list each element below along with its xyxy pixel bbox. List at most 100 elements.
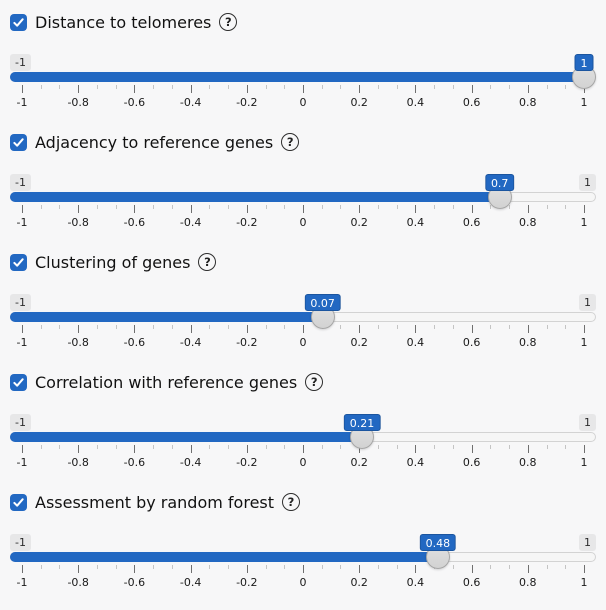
checkbox-checked[interactable] <box>10 373 27 391</box>
slider-header: Clustering of genes ? <box>10 250 596 272</box>
axis-tick-label: -0.4 <box>179 456 202 469</box>
slider-axis-grid: -1 -0.8 -0.6 -0.4 -0.2 0 0.2 0.4 0.6 0.8 1 <box>17 325 588 355</box>
axis-minor-tick <box>59 325 61 329</box>
axis-tick-label: 0.2 <box>350 576 368 589</box>
help-icon[interactable]: ? <box>305 373 324 391</box>
slider-track[interactable] <box>10 552 596 562</box>
axis-minor-tick <box>377 325 379 329</box>
checkbox-checked[interactable] <box>10 133 27 151</box>
axis-major-tick <box>415 205 417 213</box>
axis-major-tick <box>471 445 473 453</box>
slider-title[interactable]: Correlation with reference genes <box>35 372 298 392</box>
slider-track[interactable] <box>10 432 596 442</box>
axis-major-tick <box>527 85 529 93</box>
axis-minor-tick <box>209 205 211 209</box>
axis-tick-label: -0.4 <box>179 576 202 589</box>
axis-minor-tick <box>321 85 323 89</box>
axis-minor-tick <box>546 325 548 329</box>
axis-major-tick <box>78 445 80 453</box>
checkbox-checked[interactable] <box>10 493 27 511</box>
axis-minor-tick <box>115 205 117 209</box>
axis-minor-tick <box>59 205 61 209</box>
axis-tick-label: 0 <box>299 216 307 229</box>
checkmark-icon <box>13 497 24 507</box>
axis-tick-label: -0.6 <box>123 456 146 469</box>
axis-major-tick <box>584 85 585 93</box>
axis-tick-label: -0.8 <box>67 576 89 589</box>
axis-major-tick <box>246 445 248 453</box>
axis-major-tick <box>190 85 192 93</box>
axis-minor-tick <box>153 565 155 569</box>
axis-tick-label: 0.4 <box>406 456 425 469</box>
axis-minor-tick <box>153 445 155 449</box>
axis-major-tick <box>22 325 23 333</box>
axis-major-tick <box>471 85 473 93</box>
help-icon[interactable]: ? <box>198 253 217 271</box>
axis-minor-tick <box>509 565 511 569</box>
axis-minor-tick <box>396 205 398 209</box>
axis-minor-tick <box>509 85 511 89</box>
axis-minor-tick <box>59 85 61 89</box>
slider-title[interactable]: Assessment by random forest <box>35 492 275 512</box>
axis-tick-label: 0.8 <box>519 216 537 229</box>
axis-minor-tick <box>340 205 342 209</box>
axis-tick-label: 0.8 <box>519 336 537 349</box>
axis-minor-tick <box>115 85 117 89</box>
axis-minor-tick <box>546 205 548 209</box>
axis-major-tick <box>22 205 23 213</box>
axis-major-tick <box>22 565 23 573</box>
slider-header: Adjacency to reference genes ? <box>10 130 596 152</box>
slider-value-chip: 0.7 <box>484 174 515 191</box>
axis-minor-tick <box>452 325 454 329</box>
slider-min-chip: -1 <box>10 174 31 191</box>
axis-minor-tick <box>115 325 117 329</box>
axis-minor-tick <box>452 445 454 449</box>
axis-major-tick <box>584 205 585 213</box>
axis-major-tick <box>190 445 192 453</box>
axis-minor-tick <box>96 325 98 329</box>
axis-tick-label: -0.6 <box>123 336 146 349</box>
axis-minor-tick <box>321 445 323 449</box>
axis-tick-label: -1 <box>16 576 28 589</box>
axis-minor-tick <box>377 85 379 89</box>
checkbox-checked[interactable] <box>10 253 27 271</box>
axis-major-tick <box>527 565 529 573</box>
axis-tick-label: -1 <box>16 456 28 469</box>
axis-major-tick <box>359 565 361 573</box>
axis-minor-tick <box>340 85 342 89</box>
slider-title[interactable]: Distance to telomeres <box>35 12 212 32</box>
help-icon[interactable]: ? <box>219 13 238 31</box>
axis-major-tick <box>303 445 304 453</box>
axis-major-tick <box>246 205 248 213</box>
axis-major-tick <box>134 85 136 93</box>
axis-tick-label: -1 <box>16 216 28 229</box>
axis-tick-label: 0.4 <box>406 336 425 349</box>
slider-track[interactable] <box>10 312 596 322</box>
axis-minor-tick <box>40 85 42 89</box>
slider-fill-bar <box>10 72 583 82</box>
range-slider: -1 1 0.07 -1 -0.8 -0.6 -0.4 -0.2 0 0.2 0.4 0.6 0.… <box>10 294 596 358</box>
help-icon[interactable]: ? <box>281 133 300 151</box>
help-icon[interactable]: ? <box>282 493 301 511</box>
slider-title[interactable]: Adjacency to reference genes <box>35 132 274 152</box>
axis-tick-label: 1 <box>580 96 588 109</box>
axis-tick-label: 0.8 <box>519 456 537 469</box>
axis-tick-label: 0.4 <box>406 216 425 229</box>
axis-major-tick <box>134 445 136 453</box>
slider-track[interactable] <box>10 192 596 202</box>
axis-minor-tick <box>434 445 436 449</box>
axis-minor-tick <box>284 325 286 329</box>
axis-minor-tick <box>340 445 342 449</box>
checkbox-checked[interactable] <box>10 13 27 31</box>
slider-max-chip: 1 <box>579 174 596 191</box>
slider-track[interactable] <box>10 72 596 82</box>
axis-tick-label: -0.4 <box>179 216 202 229</box>
slider-title[interactable]: Clustering of genes <box>35 252 191 272</box>
slider-max-chip: 1 <box>579 414 596 431</box>
axis-minor-tick <box>321 205 323 209</box>
axis-major-tick <box>246 565 248 573</box>
axis-tick-label: -0.2 <box>236 456 258 469</box>
axis-major-tick <box>471 565 473 573</box>
slider-group: Correlation with reference genes ? -1 1 … <box>10 370 596 490</box>
axis-minor-tick <box>153 325 155 329</box>
